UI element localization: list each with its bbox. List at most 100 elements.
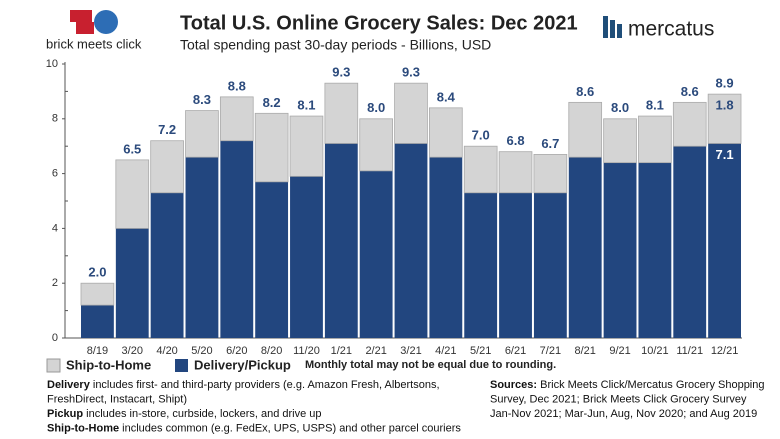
- logo-right: mercatus: [603, 16, 714, 41]
- footnote-term: Pickup: [47, 408, 83, 420]
- x-tick-label: 9/21: [609, 345, 630, 357]
- total-label: 8.6: [681, 84, 699, 99]
- x-tick-label: 6/20: [226, 345, 247, 357]
- x-tick-label: 8/19: [87, 345, 108, 357]
- total-label: 7.0: [472, 128, 490, 143]
- legend-label: Ship-to-Home: [66, 357, 151, 372]
- bar-segment: [638, 162, 672, 338]
- footnote-text: Brick Meets Click/Mercatus Grocery Shopp…: [537, 379, 764, 391]
- total-label: 8.4: [437, 89, 456, 104]
- x-tick-label: 10/21: [641, 345, 669, 357]
- x-tick-label: 12/21: [711, 345, 739, 357]
- bar-segment: [603, 118, 637, 164]
- bar-segment: [533, 192, 567, 338]
- bar-segment: [498, 151, 533, 194]
- chart-subtitle: Total spending past 30-day periods - Bil…: [180, 37, 491, 53]
- brand-left: brick meets click: [46, 36, 142, 51]
- footnote-text: Survey, Dec 2021; Brick Meets Click Groc…: [490, 393, 747, 405]
- data-label: 7.1: [716, 147, 734, 162]
- x-tick-label: 3/21: [400, 345, 421, 357]
- footnote: Survey, Dec 2021; Brick Meets Click Groc…: [490, 393, 747, 405]
- bar-segment: [603, 162, 637, 338]
- y-tick-label: 8: [52, 113, 58, 125]
- bar-segment: [150, 192, 184, 338]
- total-label: 8.1: [646, 97, 664, 112]
- x-tick-label: 6/21: [505, 345, 526, 357]
- logo-shape: [94, 10, 118, 34]
- x-tick-label: 4/20: [156, 345, 177, 357]
- note: Monthly total may not be equal due to ro…: [305, 359, 556, 371]
- x-tick-label: 7/21: [540, 345, 561, 357]
- logo-shape: [603, 16, 608, 38]
- bar-segment: [185, 157, 219, 338]
- bar-segment: [568, 101, 603, 158]
- bar-segment: [290, 176, 323, 338]
- y-tick-label: 6: [52, 168, 58, 180]
- x-tick-label: 8/20: [261, 345, 282, 357]
- bar-segment: [324, 82, 359, 144]
- bar-segment: [81, 305, 114, 338]
- legend-swatch: [46, 358, 61, 373]
- logo-shape: [617, 24, 622, 38]
- bar-segment: [254, 112, 289, 183]
- logo-shape: [76, 22, 94, 34]
- bar-segment: [359, 170, 393, 338]
- footnote: FreshDirect, Instacart, Shipt): [47, 393, 187, 405]
- total-label: 7.2: [158, 122, 176, 137]
- bar-segment: [673, 146, 707, 338]
- bar-segment: [220, 140, 254, 338]
- total-label: 8.2: [263, 95, 281, 110]
- footnote: Delivery includes first- and third-party…: [47, 379, 440, 391]
- data-label: 1.8: [716, 98, 734, 113]
- bar-segment: [707, 93, 742, 144]
- bar-segment: [255, 181, 289, 338]
- footnote: Ship-to-Home includes common (e.g. FedEx…: [47, 422, 461, 434]
- bar-segment: [115, 159, 150, 229]
- x-tick-label: 11/21: [676, 345, 703, 357]
- total-label: 9.3: [332, 65, 350, 80]
- total-label: 6.8: [506, 133, 524, 148]
- footnote-text: includes common (e.g. FedEx, UPS, USPS) …: [119, 422, 461, 434]
- bar-segment: [185, 110, 219, 158]
- total-label: 8.9: [716, 76, 734, 91]
- total-label: 8.0: [611, 100, 629, 115]
- legend-label: Delivery/Pickup: [194, 357, 291, 372]
- bar-segment: [289, 115, 324, 177]
- x-tick-label: 4/21: [435, 345, 456, 357]
- logo-shape: [70, 10, 92, 22]
- bar-segment: [394, 143, 428, 338]
- bar-segment: [499, 192, 532, 338]
- total-label: 8.8: [228, 78, 246, 93]
- brand-right: mercatus: [628, 18, 714, 41]
- bar-segment: [672, 101, 707, 147]
- footnote-term: Ship-to-Home: [47, 422, 119, 434]
- bar-segment: [429, 107, 463, 158]
- bar-segment: [708, 143, 741, 338]
- total-label: 8.3: [193, 92, 211, 107]
- x-tick-label: 5/20: [191, 345, 212, 357]
- y-tick-label: 10: [46, 58, 58, 70]
- x-tick-label: 1/21: [331, 345, 352, 357]
- bar-segment: [324, 143, 358, 338]
- bar-segment: [638, 115, 672, 164]
- bar-segment: [533, 154, 568, 194]
- footnote: Jan-Nov 2021; Mar-Jun, Aug, Nov 2020; an…: [490, 408, 757, 420]
- bar-segment: [219, 96, 254, 142]
- x-tick-label: 3/20: [122, 345, 143, 357]
- bar-segment: [80, 282, 115, 306]
- bar-segment: [464, 192, 498, 338]
- footnote-text: FreshDirect, Instacart, Shipt): [47, 393, 187, 405]
- bar-segment: [115, 228, 149, 338]
- logo-shape: [610, 20, 615, 38]
- total-label: 9.3: [402, 65, 420, 80]
- bar-segment: [150, 140, 184, 194]
- chart-title: Total U.S. Online Grocery Sales: Dec 202…: [180, 12, 578, 34]
- x-tick-label: 11/20: [293, 345, 320, 357]
- footnote-text: includes in-store, curbside, lockers, an…: [83, 408, 321, 420]
- total-label: 6.5: [123, 141, 141, 156]
- footnote: Sources: Brick Meets Click/Mercatus Groc…: [490, 379, 765, 391]
- x-tick-label: 5/21: [470, 345, 491, 357]
- footnote-term: Sources:: [490, 379, 537, 391]
- total-label: 8.0: [367, 100, 385, 115]
